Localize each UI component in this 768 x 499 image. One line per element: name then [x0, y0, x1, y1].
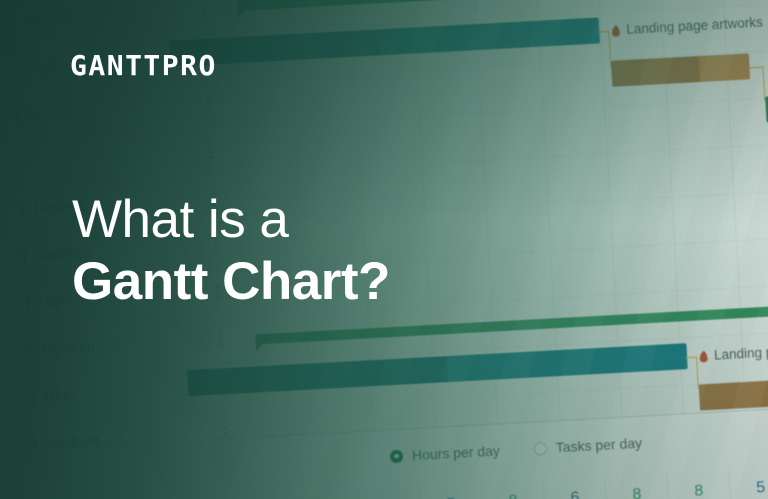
headline-line-1: What is a — [72, 190, 289, 249]
ganttpro-logo[interactable]: GANTTPRO — [70, 49, 217, 82]
headline-line-2: Gantt Chart? — [72, 251, 390, 311]
page-title: What is a Gantt Chart? — [72, 192, 390, 311]
